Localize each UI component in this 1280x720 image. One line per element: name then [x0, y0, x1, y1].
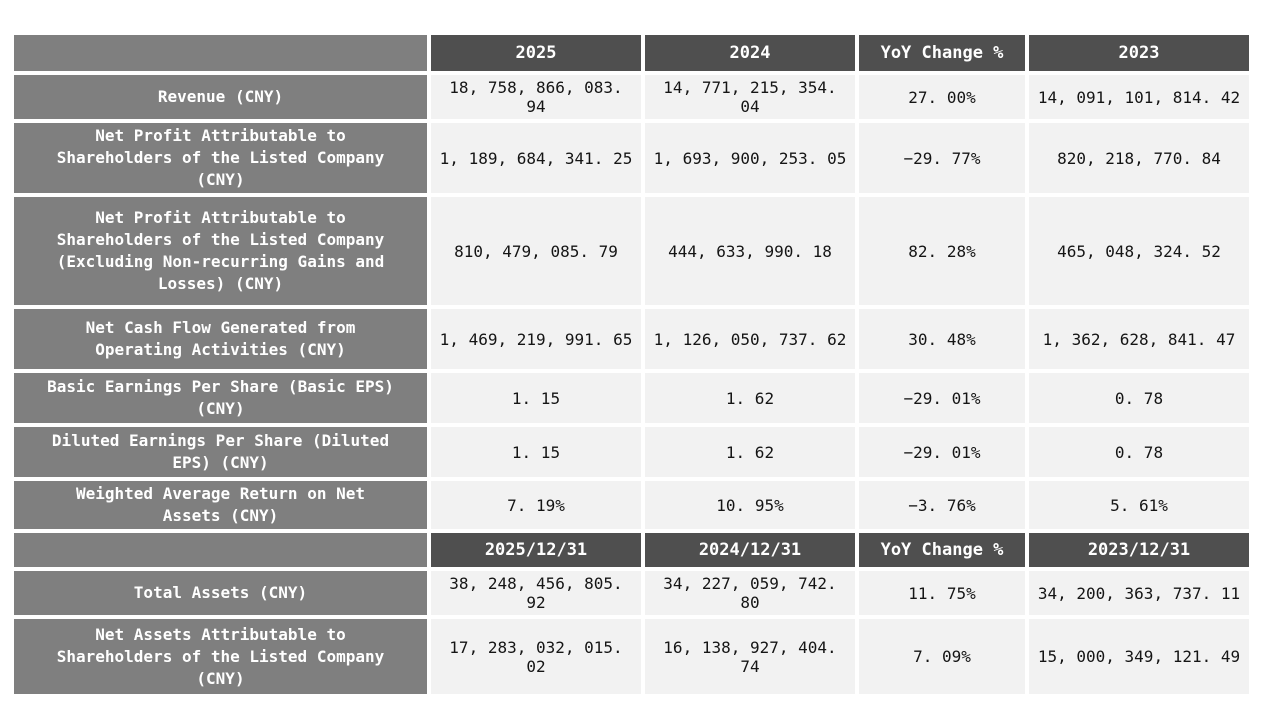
cell-2023: 5. 61%	[1029, 481, 1249, 529]
corner-cell	[14, 35, 427, 71]
col-header-2025-12-31: 2025/12/31	[431, 533, 641, 567]
row-label: Weighted Average Return on Net Assets (C…	[14, 481, 427, 529]
cell-2023: 14, 091, 101, 814. 42	[1029, 75, 1249, 119]
cell-2023: 15, 000, 349, 121. 49	[1029, 619, 1249, 694]
table-row-diluted-eps: Diluted Earnings Per Share (Diluted EPS)…	[14, 427, 1249, 477]
cell-2024: 1. 62	[645, 373, 855, 423]
row-label: Diluted Earnings Per Share (Diluted EPS)…	[14, 427, 427, 477]
header-row-annual: 2025 2024 YoY Change % 2023	[14, 35, 1249, 71]
cell-2024: 16, 138, 927, 404. 74	[645, 619, 855, 694]
cell-2023: 0. 78	[1029, 373, 1249, 423]
col-header-2024: 2024	[645, 35, 855, 71]
table-row-total-assets: Total Assets (CNY) 38, 248, 456, 805. 92…	[14, 571, 1249, 615]
col-header-2025: 2025	[431, 35, 641, 71]
cell-2024: 1, 126, 050, 737. 62	[645, 309, 855, 369]
cell-2025: 18, 758, 866, 083. 94	[431, 75, 641, 119]
cell-2024: 1, 693, 900, 253. 05	[645, 123, 855, 193]
table-row-revenue: Revenue (CNY) 18, 758, 866, 083. 94 14, …	[14, 75, 1249, 119]
col-header-2024-12-31: 2024/12/31	[645, 533, 855, 567]
cell-yoy: −29. 77%	[859, 123, 1025, 193]
cell-2025: 1. 15	[431, 373, 641, 423]
row-label: Total Assets (CNY)	[14, 571, 427, 615]
table-row-basic-eps: Basic Earnings Per Share (Basic EPS) (CN…	[14, 373, 1249, 423]
row-label: Basic Earnings Per Share (Basic EPS) (CN…	[14, 373, 427, 423]
row-label: Net Cash Flow Generated from Operating A…	[14, 309, 427, 369]
cell-2024: 10. 95%	[645, 481, 855, 529]
row-label: Net Profit Attributable to Shareholders …	[14, 123, 427, 193]
cell-2024: 1. 62	[645, 427, 855, 477]
row-label: Net Profit Attributable to Shareholders …	[14, 197, 427, 305]
header-row-balance-dates: 2025/12/31 2024/12/31 YoY Change % 2023/…	[14, 533, 1249, 567]
table-row-net-profit: Net Profit Attributable to Shareholders …	[14, 123, 1249, 193]
table-row-net-assets: Net Assets Attributable to Shareholders …	[14, 619, 1249, 694]
cell-2023: 465, 048, 324. 52	[1029, 197, 1249, 305]
cell-2023: 34, 200, 363, 737. 11	[1029, 571, 1249, 615]
cell-2025: 810, 479, 085. 79	[431, 197, 641, 305]
cell-2023: 820, 218, 770. 84	[1029, 123, 1249, 193]
cell-2024: 14, 771, 215, 354. 04	[645, 75, 855, 119]
cell-2024: 34, 227, 059, 742. 80	[645, 571, 855, 615]
table-row-operating-cash-flow: Net Cash Flow Generated from Operating A…	[14, 309, 1249, 369]
cell-yoy: 82. 28%	[859, 197, 1025, 305]
cell-2025: 1. 15	[431, 427, 641, 477]
cell-2024: 444, 633, 990. 18	[645, 197, 855, 305]
col-header-yoy: YoY Change %	[859, 35, 1025, 71]
financial-indicators-table: 2025 2024 YoY Change % 2023 Revenue (CNY…	[10, 31, 1253, 698]
cell-yoy: −29. 01%	[859, 373, 1025, 423]
key-financials-table: 2025 2024 YoY Change % 2023 Revenue (CNY…	[10, 31, 1253, 698]
cell-2025: 1, 189, 684, 341. 25	[431, 123, 641, 193]
cell-yoy: 30. 48%	[859, 309, 1025, 369]
cell-yoy: −29. 01%	[859, 427, 1025, 477]
cell-yoy: 7. 09%	[859, 619, 1025, 694]
col-header-2023-12-31: 2023/12/31	[1029, 533, 1249, 567]
cell-2025: 7. 19%	[431, 481, 641, 529]
table-row-net-profit-excl-nonrecurring: Net Profit Attributable to Shareholders …	[14, 197, 1249, 305]
cell-yoy: 11. 75%	[859, 571, 1025, 615]
cell-2025: 38, 248, 456, 805. 92	[431, 571, 641, 615]
cell-2023: 0. 78	[1029, 427, 1249, 477]
row-label: Revenue (CNY)	[14, 75, 427, 119]
table-row-weighted-avg-return: Weighted Average Return on Net Assets (C…	[14, 481, 1249, 529]
corner-cell	[14, 533, 427, 567]
cell-2025: 17, 283, 032, 015. 02	[431, 619, 641, 694]
cell-2023: 1, 362, 628, 841. 47	[1029, 309, 1249, 369]
cell-yoy: −3. 76%	[859, 481, 1025, 529]
cell-yoy: 27. 00%	[859, 75, 1025, 119]
row-label: Net Assets Attributable to Shareholders …	[14, 619, 427, 694]
cell-2025: 1, 469, 219, 991. 65	[431, 309, 641, 369]
col-header-yoy-2: YoY Change %	[859, 533, 1025, 567]
col-header-2023: 2023	[1029, 35, 1249, 71]
